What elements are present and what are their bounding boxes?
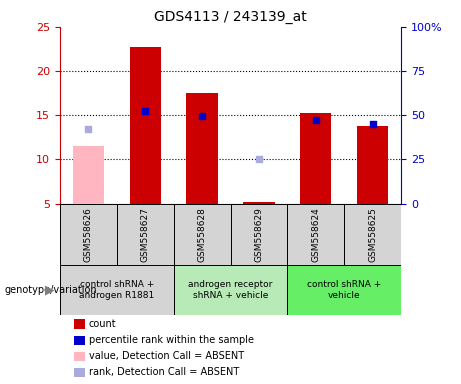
Text: rank, Detection Call = ABSENT: rank, Detection Call = ABSENT (89, 367, 239, 377)
Bar (287, 265, 401, 315)
Bar (357, 126, 388, 204)
Bar (174, 204, 230, 265)
Text: percentile rank within the sample: percentile rank within the sample (89, 335, 254, 345)
Text: androgen receptor
shRNA + vehicle: androgen receptor shRNA + vehicle (188, 280, 273, 300)
Text: control shRNA +
vehicle: control shRNA + vehicle (307, 280, 381, 300)
Point (312, 117, 319, 123)
Point (85, 126, 92, 132)
Bar (287, 204, 344, 265)
Bar (117, 204, 174, 265)
Text: GSM558626: GSM558626 (84, 207, 93, 262)
Point (198, 113, 206, 119)
Text: ▶: ▶ (45, 283, 54, 296)
Bar (174, 265, 287, 315)
Text: genotype/variation: genotype/variation (5, 285, 97, 295)
Bar (60, 265, 174, 315)
Text: GSM558627: GSM558627 (141, 207, 150, 262)
Title: GDS4113 / 243139_at: GDS4113 / 243139_at (154, 10, 307, 25)
Bar (73, 146, 104, 204)
Point (142, 108, 149, 114)
Text: count: count (89, 319, 117, 329)
Bar (243, 202, 275, 204)
Bar (60, 204, 117, 265)
Text: GSM558628: GSM558628 (198, 207, 207, 262)
Bar (186, 93, 218, 204)
Point (255, 156, 263, 162)
Text: GSM558624: GSM558624 (311, 207, 320, 262)
Text: control shRNA +
androgen R1881: control shRNA + androgen R1881 (79, 280, 154, 300)
Text: GSM558629: GSM558629 (254, 207, 263, 262)
Text: value, Detection Call = ABSENT: value, Detection Call = ABSENT (89, 351, 244, 361)
Text: GSM558625: GSM558625 (368, 207, 377, 262)
Bar (300, 113, 331, 204)
Point (369, 121, 376, 127)
Bar (230, 204, 287, 265)
Bar (130, 47, 161, 204)
Bar (344, 204, 401, 265)
